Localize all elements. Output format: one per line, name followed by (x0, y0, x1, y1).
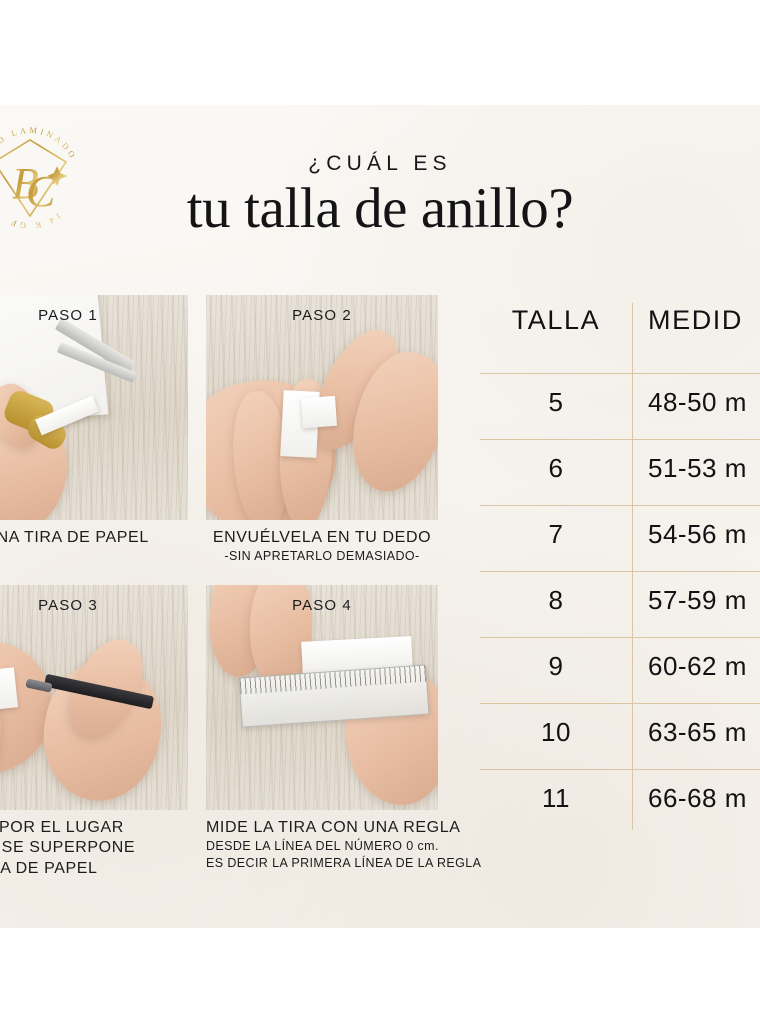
table-rule (480, 505, 760, 506)
step-3-photo (0, 585, 188, 810)
step-3-caption: ARCA POR EL LUGAR ONDE SE SUPERPONE LA T… (0, 818, 188, 879)
table-rule (480, 637, 760, 638)
page-eyebrow: ¿CUÁL ES (308, 152, 452, 175)
cell-measure: 51-53 m (648, 453, 747, 483)
step-2-caption: ENVUÉLVELA EN TU DEDO -SIN APRETARLO DEM… (206, 528, 438, 565)
step-1-label: PASO 1 (38, 307, 98, 324)
step-2-label: PASO 2 (292, 307, 352, 324)
table-header-talla: TALLA (511, 305, 601, 335)
cell-measure: 60-62 m (648, 651, 747, 681)
cell-size: 8 (548, 585, 564, 615)
svg-text:B: B (12, 159, 39, 208)
cell-size: 11 (542, 783, 570, 813)
table-header-row: TALLA MEDID (480, 300, 760, 373)
table-rule (480, 439, 760, 440)
step-4-caption: MIDE LA TIRA CON UNA REGLA DESDE LA LÍNE… (206, 818, 482, 871)
step-3-label: PASO 3 (38, 597, 98, 614)
table-rule (480, 769, 760, 770)
table-header-medida: MEDID (648, 305, 743, 335)
page-title: tu talla de anillo? (186, 177, 574, 240)
step-4-caption-sub: DESDE LA LÍNEA DEL NÚMERO 0 cm. (206, 839, 439, 854)
step-card-1: PASO 1 RTA UNA TIRA DE PAPEL (0, 295, 188, 585)
cell-measure: 63-65 m (648, 717, 747, 747)
brand-logo: B C ORO LAMINADO 14 K GF (0, 112, 96, 244)
step-2-caption-main: ENVUÉLVELA EN TU DEDO (212, 529, 432, 546)
table-row: 9 60-62 m (480, 637, 760, 703)
table-row: 5 48-50 m (480, 373, 760, 439)
cell-measure: 57-59 m (648, 585, 747, 615)
table-rule (480, 571, 760, 572)
step-2-caption-sub: -SIN APRETARLO DEMASIADO- (224, 549, 420, 564)
cell-measure: 66-68 m (648, 783, 747, 813)
table-row: 10 63-65 m (480, 703, 760, 769)
cell-measure: 48-50 m (648, 387, 747, 417)
step-4-caption-main: MIDE LA TIRA CON UNA REGLA (206, 819, 461, 836)
step-1-caption: RTA UNA TIRA DE PAPEL (0, 528, 188, 548)
table-column-divider (632, 303, 633, 830)
cell-size: 9 (548, 651, 564, 681)
step-1-caption-main: RTA UNA TIRA DE PAPEL (0, 529, 149, 546)
table-row: 7 54-56 m (480, 505, 760, 571)
step-4-caption-sub2: ES DECIR LA PRIMERA LÍNEA DE LA REGLA (206, 855, 482, 870)
step-2-photo (206, 295, 438, 520)
table-rule (480, 373, 760, 374)
table-row: 6 51-53 m (480, 439, 760, 505)
table-rule (480, 703, 760, 704)
steps-grid: PASO 1 RTA UNA TIRA DE PAPEL PASO 2 ENVU… (0, 295, 482, 885)
cell-size: 5 (548, 387, 564, 417)
ring-size-table: TALLA MEDID 5 48-50 m 6 51-53 m 7 54-56 … (480, 300, 760, 835)
step-4-photo (206, 585, 438, 810)
cell-size: 10 (541, 717, 571, 747)
step-3-caption-line2: ONDE SE SUPERPONE (0, 839, 136, 857)
step-card-3: PASO 3 ARCA POR EL LUGAR ONDE SE SUPERPO… (0, 585, 188, 885)
diamond-monogram-logo-icon: B C ORO LAMINADO 14 K GF (0, 126, 75, 230)
table-row: 11 66-68 m (480, 769, 760, 835)
step-card-2: PASO 2 ENVUÉLVELA EN TU DEDO -SIN APRETA… (206, 295, 438, 585)
cell-size: 7 (548, 519, 564, 549)
step-card-4: PASO 4 MIDE LA TIRA CON UNA REGLA DESDE … (206, 585, 482, 885)
step-1-photo (0, 295, 188, 520)
step-3-caption-line3: LA TIRA DE PAPEL (0, 859, 98, 877)
cell-measure: 54-56 m (648, 519, 747, 549)
step-4-label: PASO 4 (292, 597, 352, 614)
table-row: 8 57-59 m (480, 571, 760, 637)
step-3-caption-main: ARCA POR EL LUGAR (0, 819, 124, 836)
cell-size: 6 (548, 453, 564, 483)
